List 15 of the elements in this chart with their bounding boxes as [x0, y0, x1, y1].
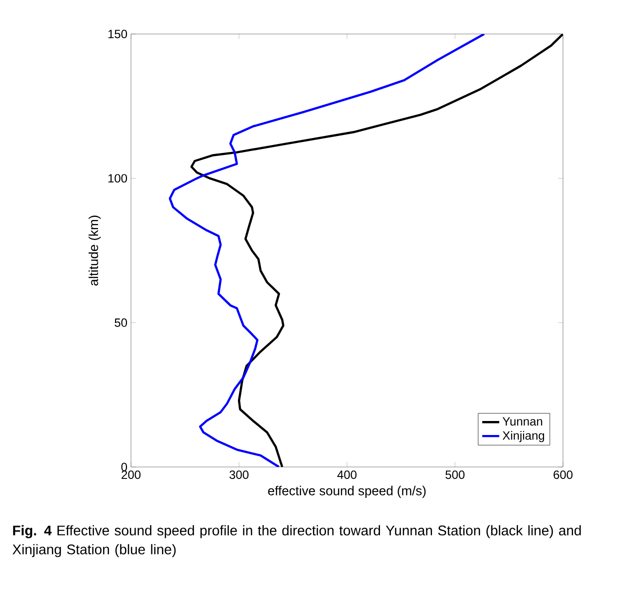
x-tick-label: 400: [337, 470, 357, 479]
legend-label: Yunnan: [502, 417, 542, 426]
line-series: [190, 34, 564, 467]
x-tick-label: 500: [446, 470, 465, 479]
y-tick-label: 150: [108, 30, 128, 38]
x-tick-label: 600: [554, 470, 573, 479]
y-tick-label: 0: [121, 462, 128, 472]
y-axis-title: altitude (km): [88, 216, 101, 286]
text: Fig. 4 Effective sound speed profile in the direction toward Yunnan Station (black line) and Xinjiang Station (blue line): [12, 525, 581, 558]
y-tick-label: 50: [114, 318, 128, 327]
x-tick-label: 200: [122, 470, 141, 479]
y-tick-label: 100: [108, 174, 128, 183]
x-axis-title: effective sound speed (m/s): [268, 486, 426, 498]
legend-label: Xinjiang: [502, 431, 544, 442]
x-tick-label: 300: [229, 470, 249, 479]
